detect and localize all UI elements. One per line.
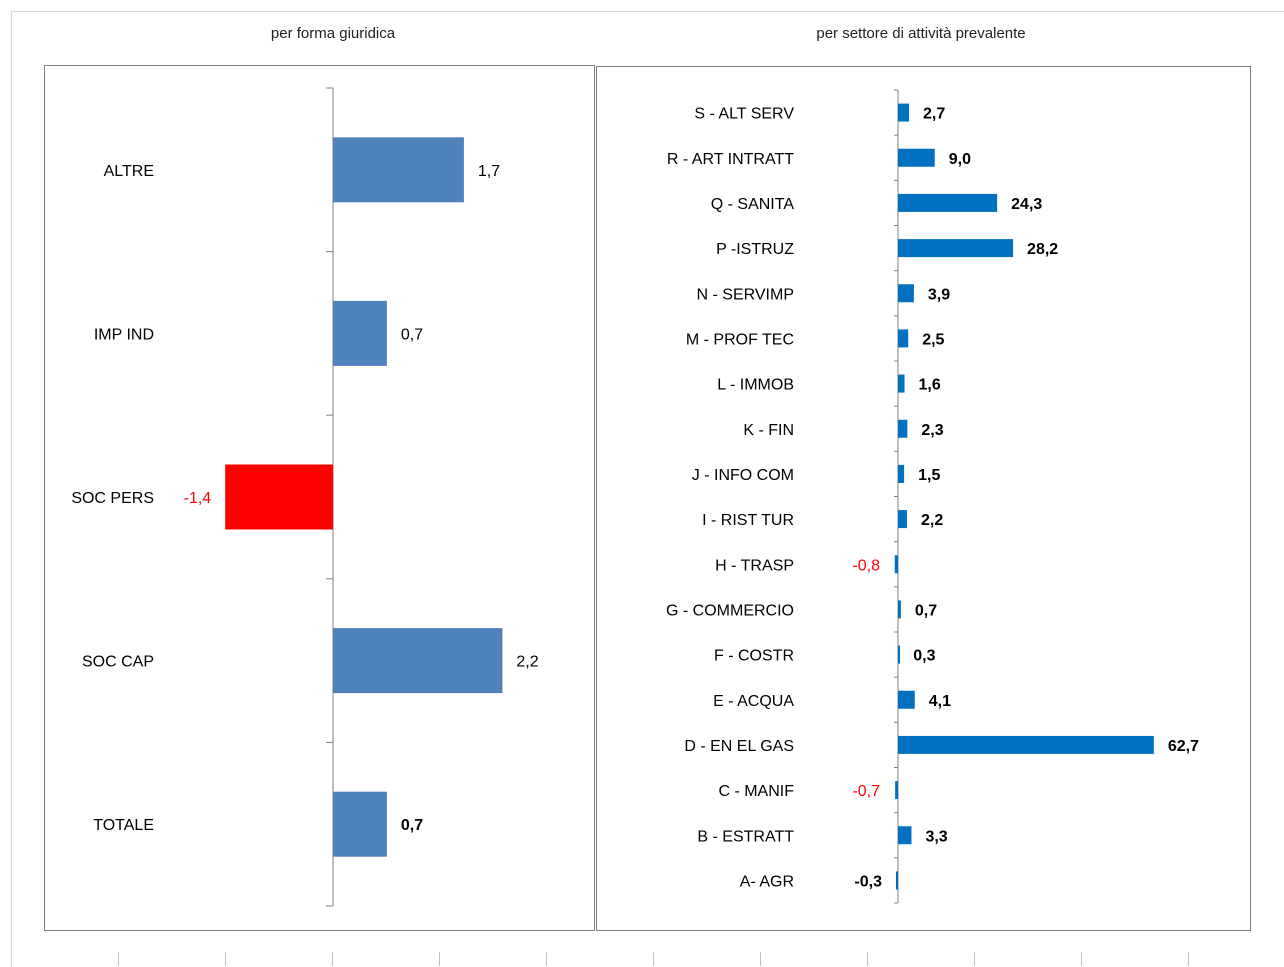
category-label: B - ESTRATT [697, 828, 794, 845]
category-label: G - COMMERCIO [666, 602, 794, 619]
bar-g-commercio [898, 600, 901, 619]
bar-a-agr [896, 871, 898, 890]
category-label: D - EN EL GAS [684, 738, 794, 755]
bar-c-manif [895, 781, 898, 800]
category-label: L - IMMOB [717, 377, 794, 394]
category-label: Q - SANITA [711, 196, 795, 213]
bottom-tick [546, 952, 547, 966]
value-label: -0,8 [852, 557, 880, 574]
value-label: -0,3 [854, 873, 882, 890]
value-label: 3,3 [925, 828, 947, 845]
category-label: F - COSTR [714, 648, 794, 665]
bottom-tick [1081, 952, 1082, 966]
value-label: 3,9 [928, 286, 950, 303]
value-label: 2,2 [921, 512, 943, 529]
value-label: 0,7 [401, 326, 423, 343]
bar-j-info-com [898, 464, 905, 483]
value-label: 0,3 [913, 648, 935, 665]
category-label: SOC CAP [82, 654, 154, 671]
category-label: ALTRE [104, 163, 154, 180]
category-label: R - ART INTRATT [667, 151, 794, 168]
bottom-tick [439, 952, 440, 966]
category-label: N - SERVIMP [697, 286, 795, 303]
bar-soc-cap [333, 628, 503, 694]
value-label: 0,7 [915, 602, 937, 619]
bottom-tick [760, 952, 761, 966]
value-label: 28,2 [1027, 241, 1058, 258]
category-label: IMP IND [94, 326, 154, 343]
category-label: SOC PERS [71, 490, 154, 507]
bottom-tick [332, 952, 333, 966]
bar-h-trasp [894, 555, 898, 574]
bottom-tick [1188, 952, 1189, 966]
chart-frame [11, 11, 1284, 967]
bar-q-sanita [898, 193, 998, 212]
value-label: 1,6 [919, 377, 941, 394]
right-chart-title: per settore di attività prevalente [816, 25, 1026, 42]
category-label: M - PROF TEC [686, 331, 794, 348]
value-label: 2,7 [923, 106, 945, 123]
category-label: J - INFO COM [692, 467, 794, 484]
bar-totale [333, 791, 387, 857]
category-label: K - FIN [743, 422, 794, 439]
value-label: 1,7 [478, 163, 500, 180]
bottom-tick [118, 952, 119, 966]
category-label: P -ISTRUZ [716, 241, 794, 258]
bar-m-prof-tec [898, 329, 909, 348]
bottom-tick [225, 952, 226, 966]
bar-b-estratt [898, 826, 912, 845]
value-label: 24,3 [1011, 196, 1042, 213]
value-label: 2,5 [922, 331, 944, 348]
bar-s-alt-serv [898, 103, 910, 122]
category-label: C - MANIF [718, 783, 794, 800]
category-label: TOTALE [93, 817, 154, 834]
bar-i-rist-tur [898, 510, 907, 529]
bar-soc-pers [225, 464, 333, 530]
bar-n-servimp [898, 284, 914, 303]
value-label: 62,7 [1168, 738, 1199, 755]
value-label: 2,2 [516, 654, 538, 671]
bar-imp-ind [333, 300, 387, 366]
left-chart-title: per forma giuridica [270, 25, 396, 42]
category-label: I - RIST TUR [702, 512, 794, 529]
bar-e-acqua [898, 690, 915, 709]
bar-r-art-intratt [898, 148, 935, 167]
value-label: 2,3 [921, 422, 943, 439]
bottom-tick [974, 952, 975, 966]
value-label: -1,4 [184, 490, 212, 507]
bar-f-costr [898, 645, 900, 664]
value-label: 0,7 [401, 817, 423, 834]
bar-k-fin [898, 419, 908, 438]
category-label: A- AGR [740, 873, 794, 890]
value-label: 9,0 [949, 151, 971, 168]
value-label: 4,1 [929, 693, 951, 710]
bottom-tick [867, 952, 868, 966]
category-label: E - ACQUA [713, 693, 794, 710]
value-label: 1,5 [918, 467, 940, 484]
bottom-tick [653, 952, 654, 966]
category-label: S - ALT SERV [694, 106, 794, 123]
bar-p-istruz [898, 239, 1014, 258]
bar-d-en-el-gas [898, 735, 1154, 754]
bar-l-immob [898, 374, 905, 393]
value-label: -0,7 [852, 783, 880, 800]
category-label: H - TRASP [715, 557, 794, 574]
bar-altre [333, 137, 464, 203]
